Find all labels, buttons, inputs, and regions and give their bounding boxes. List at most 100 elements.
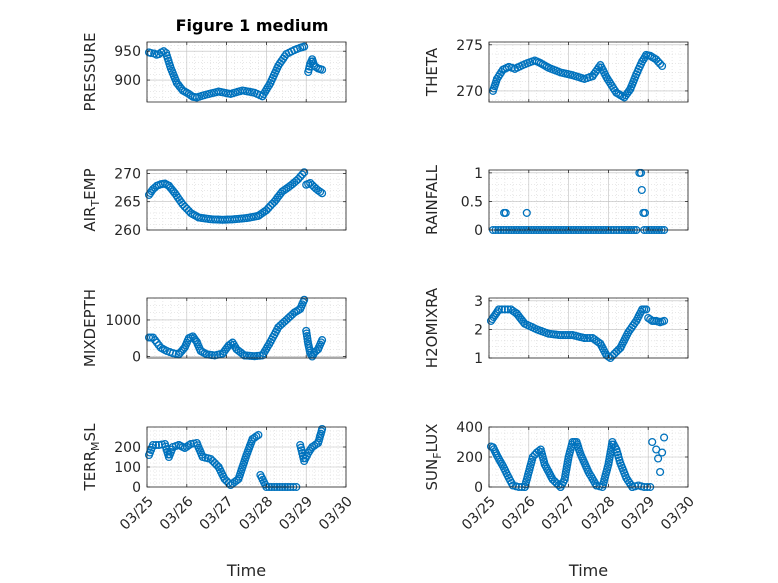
data-point (503, 305, 512, 314)
data-point (637, 185, 646, 195)
data-point (660, 316, 669, 325)
data-point (151, 440, 161, 450)
data-point (318, 189, 327, 198)
data-point (500, 305, 509, 314)
data-series (144, 424, 327, 492)
y-tick-label: 0.5 (461, 194, 483, 210)
axes-frame (488, 169, 689, 231)
data-point (528, 452, 537, 462)
y-tick-label: 200 (456, 450, 483, 466)
x-axis-label: Time (226, 561, 266, 580)
subplot-rainfall: 0 0.5 1 RAINFALL (423, 164, 689, 239)
y-tick-label: 270 (456, 84, 483, 100)
axes-frame (146, 297, 347, 359)
y-axis-label: TERRMSL (81, 423, 102, 492)
data-point (626, 480, 635, 489)
data-point (178, 200, 187, 209)
figure-title: Figure 1 medium (176, 16, 329, 35)
y-axis-label: SUNFLUX (423, 424, 444, 491)
y-axis-label-main: TERR (81, 451, 99, 492)
y-axis-label: H2OMIXRA (423, 287, 441, 368)
x-tick-label: 03/26 (157, 494, 197, 534)
data-point (300, 168, 309, 177)
data-point (658, 61, 667, 71)
data-point (262, 206, 271, 215)
data-series (486, 305, 669, 363)
y-tick-label: 270 (114, 166, 141, 182)
y-tick-label: 0 (474, 480, 483, 496)
data-point (252, 432, 261, 441)
data-series (488, 50, 667, 102)
y-tick-label: 950 (114, 44, 141, 60)
y-tick-label: 0 (132, 350, 141, 366)
subplot-terr-msl: 0 100 200 03/25 03/26 03/27 03/28 03/29 03/30 Tim… (81, 423, 356, 580)
y-tick-label: 2 (474, 322, 483, 338)
data-point (179, 345, 188, 354)
data-point (580, 333, 589, 343)
axes-background (489, 170, 688, 230)
data-point (296, 172, 305, 181)
subplot-pressure: 900 950 PRESSURE (81, 33, 347, 112)
y-axis-label: PRESSURE (81, 33, 99, 112)
data-point (656, 467, 665, 477)
subplot-air-temp: 260 265 270 AIRTEMP (81, 166, 347, 239)
x-tick-label: 03/29 (618, 494, 658, 534)
data-point (298, 170, 307, 179)
data-point (654, 454, 663, 463)
data-series (486, 433, 669, 492)
y-axis-label: MIXDEPTH (81, 289, 99, 367)
data-point (148, 440, 158, 450)
x-tick-label: 03/26 (499, 494, 539, 534)
x-tick-label: 03/29 (276, 494, 316, 534)
data-point (316, 187, 325, 196)
data-point (522, 208, 531, 217)
y-axis-label-sub: T (89, 200, 102, 208)
x-axis-label: Time (568, 561, 608, 580)
y-tick-label: 0 (474, 223, 483, 239)
data-point (656, 59, 665, 68)
data-point (636, 168, 646, 177)
subplot-theta: 270 275 THETA (423, 38, 689, 103)
subplot-sun-flux: 0 200 400 03/25 03/26 03/27 03/28 03/29 03/30 Tim… (423, 420, 698, 580)
data-point (300, 42, 309, 51)
axes-frame (488, 297, 689, 359)
data-point (146, 48, 156, 58)
y-axis-label: RAINFALL (423, 164, 441, 235)
data-point (594, 63, 603, 72)
data-point (318, 336, 327, 345)
y-axis-label: AIRTEMP (81, 168, 102, 231)
axes-frame (146, 426, 347, 488)
data-point (494, 305, 503, 314)
subplot-mixdepth: 0 1000 MIXDEPTH (81, 289, 347, 367)
y-tick-label: 260 (114, 223, 141, 239)
y-tick-label: 275 (456, 38, 483, 54)
y-axis-label: THETA (423, 47, 441, 97)
data-point (305, 446, 314, 456)
data-point (264, 204, 273, 213)
axes-frame (146, 41, 347, 103)
axes-frame (488, 41, 689, 103)
data-point (318, 65, 327, 74)
y-tick-label: 3 (474, 294, 483, 310)
y-axis-label-main: SUN (423, 459, 441, 491)
y-tick-label: 265 (114, 195, 141, 211)
x-tick-label: 03/27 (539, 494, 579, 534)
y-tick-label: 0 (132, 480, 141, 496)
data-point (493, 307, 502, 316)
data-point (242, 351, 252, 360)
data-point (304, 448, 313, 458)
data-point (184, 441, 193, 450)
x-tick-label: 03/25 (117, 494, 157, 534)
subplot-h2omixra: 1 2 3 H2OMIXRA (423, 287, 689, 368)
data-point (318, 424, 327, 434)
y-axis-label-main: AIR (81, 207, 99, 232)
data-point (658, 448, 667, 457)
x-tick-label: 03/27 (197, 494, 237, 534)
data-point (207, 351, 217, 360)
y-axis-label-sub: M (89, 441, 102, 451)
data-point (182, 442, 191, 451)
data-point (253, 351, 262, 360)
data-point (254, 430, 263, 440)
data-point (624, 87, 633, 96)
